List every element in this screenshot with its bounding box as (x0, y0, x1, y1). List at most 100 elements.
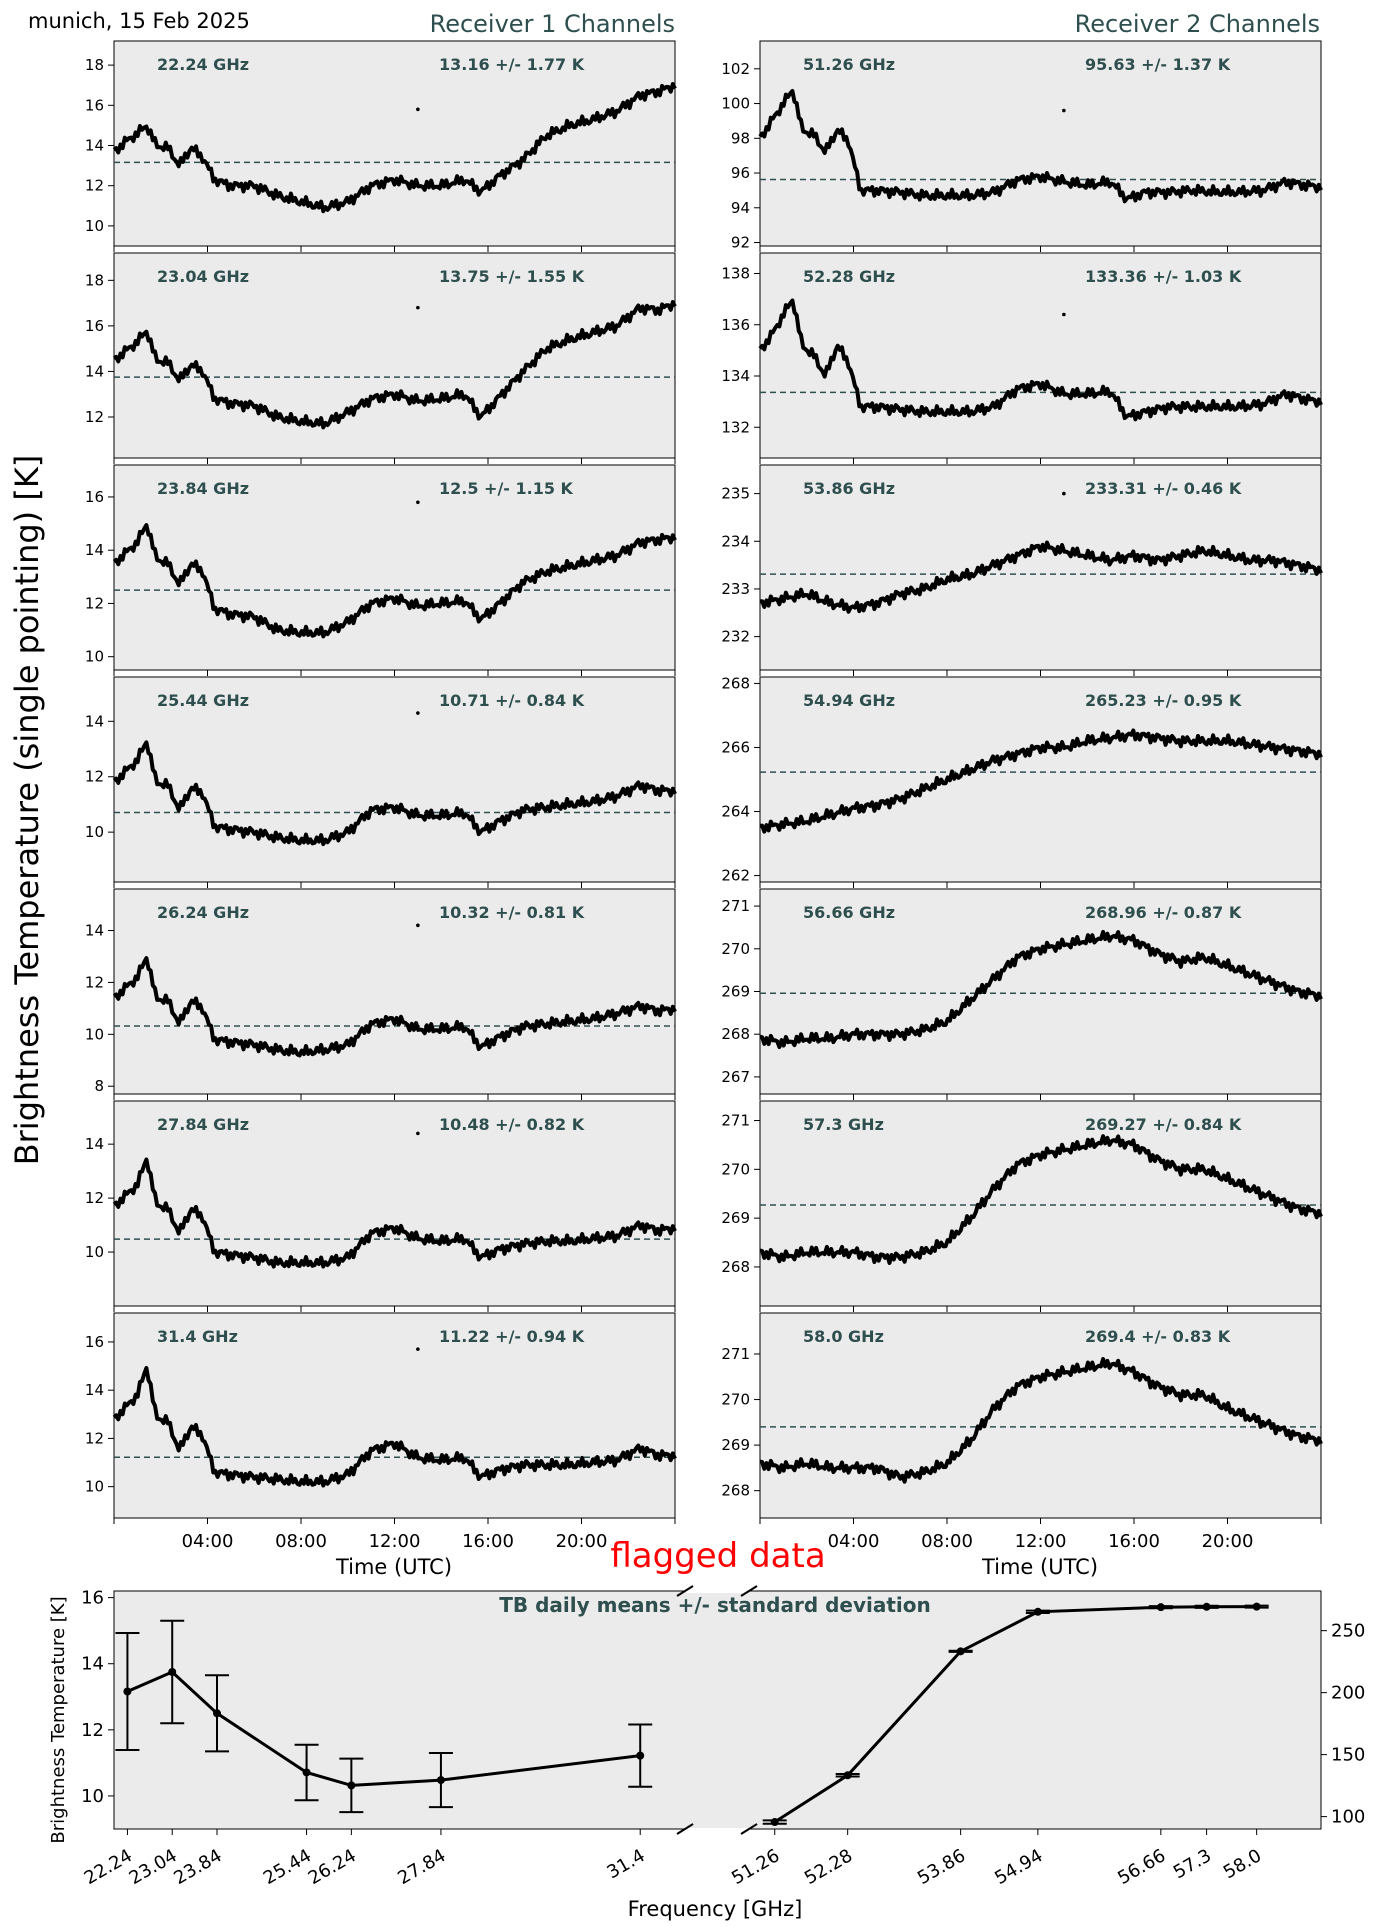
receiver2-panel-3: 232 233 234 235 53.86 GHz 233.31 +/- 0.46 K (721, 464, 1323, 676)
mean-point (436, 1776, 445, 1785)
y-tick-label: 14 (81, 1654, 104, 1675)
mean-point (1156, 1603, 1165, 1612)
y-tick-label: 264 (721, 803, 750, 821)
frequency-tick-label: 22.24 (81, 1845, 136, 1889)
receiver2-panel-7: 268 269 270 271 58.0 GHz 269.4 +/- 0.83 K (721, 1312, 1323, 1524)
y-tick-label: 14 (85, 1381, 104, 1399)
receiver2-panel-5: 267 268 269 270 271 56.66 GHz 268.96 +/- 0.87 … (721, 888, 1323, 1100)
channel-stat-label: 13.16 +/- 1.77 K (439, 55, 585, 74)
channel-frequency-label: 58.0 GHz (803, 1327, 884, 1346)
frequency-tick-label: 26.24 (305, 1845, 360, 1889)
y-tick-label: 271 (721, 1112, 750, 1130)
mean-point (213, 1709, 222, 1718)
mean-point (1252, 1602, 1261, 1611)
y-tick-label: 16 (81, 1588, 104, 1609)
channel-stat-label: 12.5 +/- 1.15 K (439, 479, 574, 498)
receiver1-panel-5: 8 10 12 14 26.24 GHz 10.32 +/- 0.81 K (85, 888, 677, 1100)
y-tick-label: 12 (85, 594, 104, 612)
y-tick-label: 268 (721, 1258, 750, 1276)
channel-stat-label: 269.4 +/- 0.83 K (1085, 1327, 1231, 1346)
y-tick-label: 14 (85, 541, 104, 559)
time-tick-label: 16:00 (1108, 1531, 1160, 1552)
frequency-tick-label: 23.84 (170, 1845, 225, 1889)
y-tick-label: 10 (85, 1478, 104, 1496)
outlier-point (1062, 491, 1066, 496)
receiver2-panels: 92 94 96 98 100 102 51.26 GHz 95.63 +/- 1.37 K 1… (721, 40, 1323, 1524)
location-date-label: munich, 15 Feb 2025 (28, 9, 250, 33)
y-tick-label: 134 (721, 367, 750, 385)
receiver2-panel-4: 262 264 266 268 54.94 GHz 265.23 +/- 0.95 K (721, 674, 1323, 888)
y-tick-label: 10 (81, 1786, 104, 1807)
y-tick-label: 14 (85, 362, 104, 380)
axis-break-mark (740, 1823, 758, 1835)
y-tick-label: 270 (721, 1391, 750, 1409)
mean-point (636, 1751, 645, 1760)
y-tick-label: 14 (85, 1135, 104, 1153)
channel-frequency-label: 51.26 GHz (803, 55, 895, 74)
y-tick-label: 18 (85, 56, 104, 74)
y-tick-label: 268 (721, 674, 750, 692)
receiver2-time-axis: 04:00 08:00 12:00 16:00 20:00 (828, 1531, 1254, 1552)
y-tick-label: 12 (85, 177, 104, 195)
channel-stat-label: 10.32 +/- 0.81 K (439, 903, 585, 922)
panel-frame (113, 252, 676, 459)
outlier-point (416, 1347, 420, 1351)
y-tick-label: 16 (85, 1333, 104, 1351)
axis-break-mark (676, 1585, 694, 1597)
axis-break-gap-bottom (686, 1828, 748, 1831)
outlier-point (1062, 108, 1066, 113)
tb-series-line (112, 740, 677, 847)
channel-stat-label: 268.96 +/- 0.87 K (1085, 903, 1242, 922)
channel-frequency-label: 52.28 GHz (803, 267, 895, 286)
daily-means-xlabel: Frequency [GHz] (628, 1897, 803, 1921)
channel-frequency-label: 27.84 GHz (157, 1115, 249, 1134)
channel-frequency-label: 53.86 GHz (803, 479, 895, 498)
y-tick-label: 250 (1331, 1621, 1365, 1642)
tb-series-line (759, 929, 1323, 1049)
channel-frequency-label: 25.44 GHz (157, 691, 249, 710)
receiver2-panel-1: 92 94 96 98 100 102 51.26 GHz 95.63 +/- 1.37 K (721, 40, 1323, 252)
receiver2-header: Receiver 2 Channels (1075, 10, 1320, 38)
frequency-tick-label: 25.44 (260, 1845, 315, 1889)
y-tick-label: 8 (94, 1077, 104, 1095)
y-tick-label: 14 (85, 137, 104, 155)
channel-frequency-label: 23.84 GHz (157, 479, 249, 498)
y-tick-label: 200 (1331, 1683, 1365, 1704)
time-tick-label: 12:00 (1015, 1531, 1067, 1552)
channel-frequency-label: 56.66 GHz (803, 903, 895, 922)
mean-point (770, 1818, 779, 1827)
channel-frequency-label: 54.94 GHz (803, 691, 895, 710)
tb-series-line (112, 300, 677, 430)
tb-series-line (759, 1357, 1323, 1484)
receiver2-time-xlabel: Time (UTC) (981, 1555, 1098, 1579)
outlier-point (416, 711, 420, 715)
daily-means-frame (113, 1590, 1322, 1830)
panel-frame (113, 40, 676, 247)
outlier-point (416, 1131, 420, 1136)
panel-frame (113, 888, 676, 1095)
channel-frequency-label: 26.24 GHz (157, 903, 249, 922)
y-tick-label: 16 (85, 317, 104, 335)
outlier-point (416, 305, 420, 310)
panel-frame (759, 1312, 1322, 1519)
axis-break-mark (740, 1585, 758, 1597)
panel-frame (759, 888, 1322, 1095)
channel-stat-label: 10.48 +/- 0.82 K (439, 1115, 585, 1134)
time-tick-label: 20:00 (1202, 1531, 1254, 1552)
mean-point (123, 1687, 132, 1696)
frequency-tick-label: 58.0 (1220, 1845, 1265, 1883)
channel-stat-label: 11.22 +/- 0.94 K (439, 1327, 585, 1346)
outlier-point (416, 107, 420, 112)
y-tick-label: 150 (1331, 1745, 1365, 1766)
mean-point (956, 1647, 965, 1656)
y-tick-label: 132 (721, 418, 750, 436)
y-tick-label: 18 (85, 271, 104, 289)
panel-frame (759, 676, 1322, 883)
y-tick-label: 12 (85, 1189, 104, 1207)
y-tick-label: 14 (85, 712, 104, 730)
time-tick-label: 12:00 (369, 1531, 421, 1552)
tb-series-line (112, 523, 677, 639)
y-tick-label: 268 (721, 1482, 750, 1500)
